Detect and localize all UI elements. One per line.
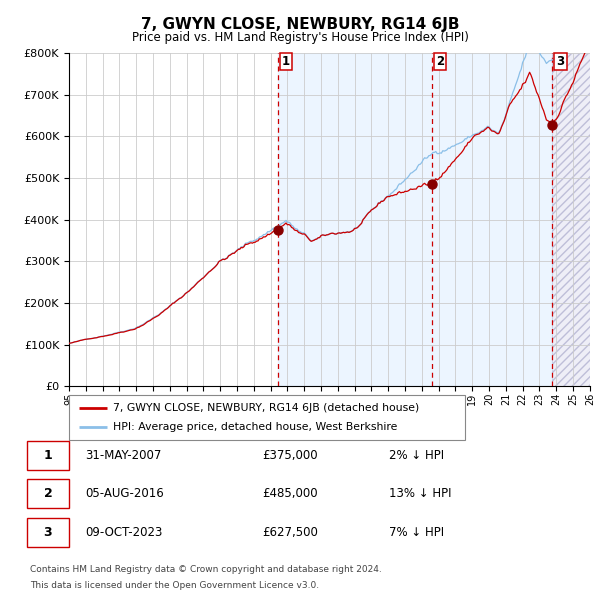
Text: 7% ↓ HPI: 7% ↓ HPI [389,526,444,539]
Text: 1: 1 [44,448,52,461]
Text: 7, GWYN CLOSE, NEWBURY, RG14 6JB (detached house): 7, GWYN CLOSE, NEWBURY, RG14 6JB (detach… [113,403,419,412]
Text: 3: 3 [557,55,565,68]
Text: 31-MAY-2007: 31-MAY-2007 [85,448,161,461]
Bar [278,53,553,386]
Text: 2: 2 [436,55,444,68]
Text: 7, GWYN CLOSE, NEWBURY, RG14 6JB: 7, GWYN CLOSE, NEWBURY, RG14 6JB [141,17,459,31]
Text: 2% ↓ HPI: 2% ↓ HPI [389,448,444,461]
Text: 09-OCT-2023: 09-OCT-2023 [85,526,163,539]
Text: 13% ↓ HPI: 13% ↓ HPI [389,487,451,500]
FancyBboxPatch shape [27,479,68,509]
FancyBboxPatch shape [27,441,68,470]
Bar [553,53,590,386]
Text: HPI: Average price, detached house, West Berkshire: HPI: Average price, detached house, West… [113,422,397,432]
Text: Price paid vs. HM Land Registry's House Price Index (HPI): Price paid vs. HM Land Registry's House … [131,31,469,44]
Text: 2: 2 [44,487,52,500]
Text: £627,500: £627,500 [262,526,318,539]
Text: 3: 3 [44,526,52,539]
Text: Contains HM Land Registry data © Crown copyright and database right 2024.: Contains HM Land Registry data © Crown c… [30,565,382,574]
Text: This data is licensed under the Open Government Licence v3.0.: This data is licensed under the Open Gov… [30,581,319,590]
Text: £375,000: £375,000 [262,448,317,461]
Text: £485,000: £485,000 [262,487,317,500]
Text: 1: 1 [282,55,290,68]
FancyBboxPatch shape [27,518,68,547]
Text: 05-AUG-2016: 05-AUG-2016 [85,487,164,500]
